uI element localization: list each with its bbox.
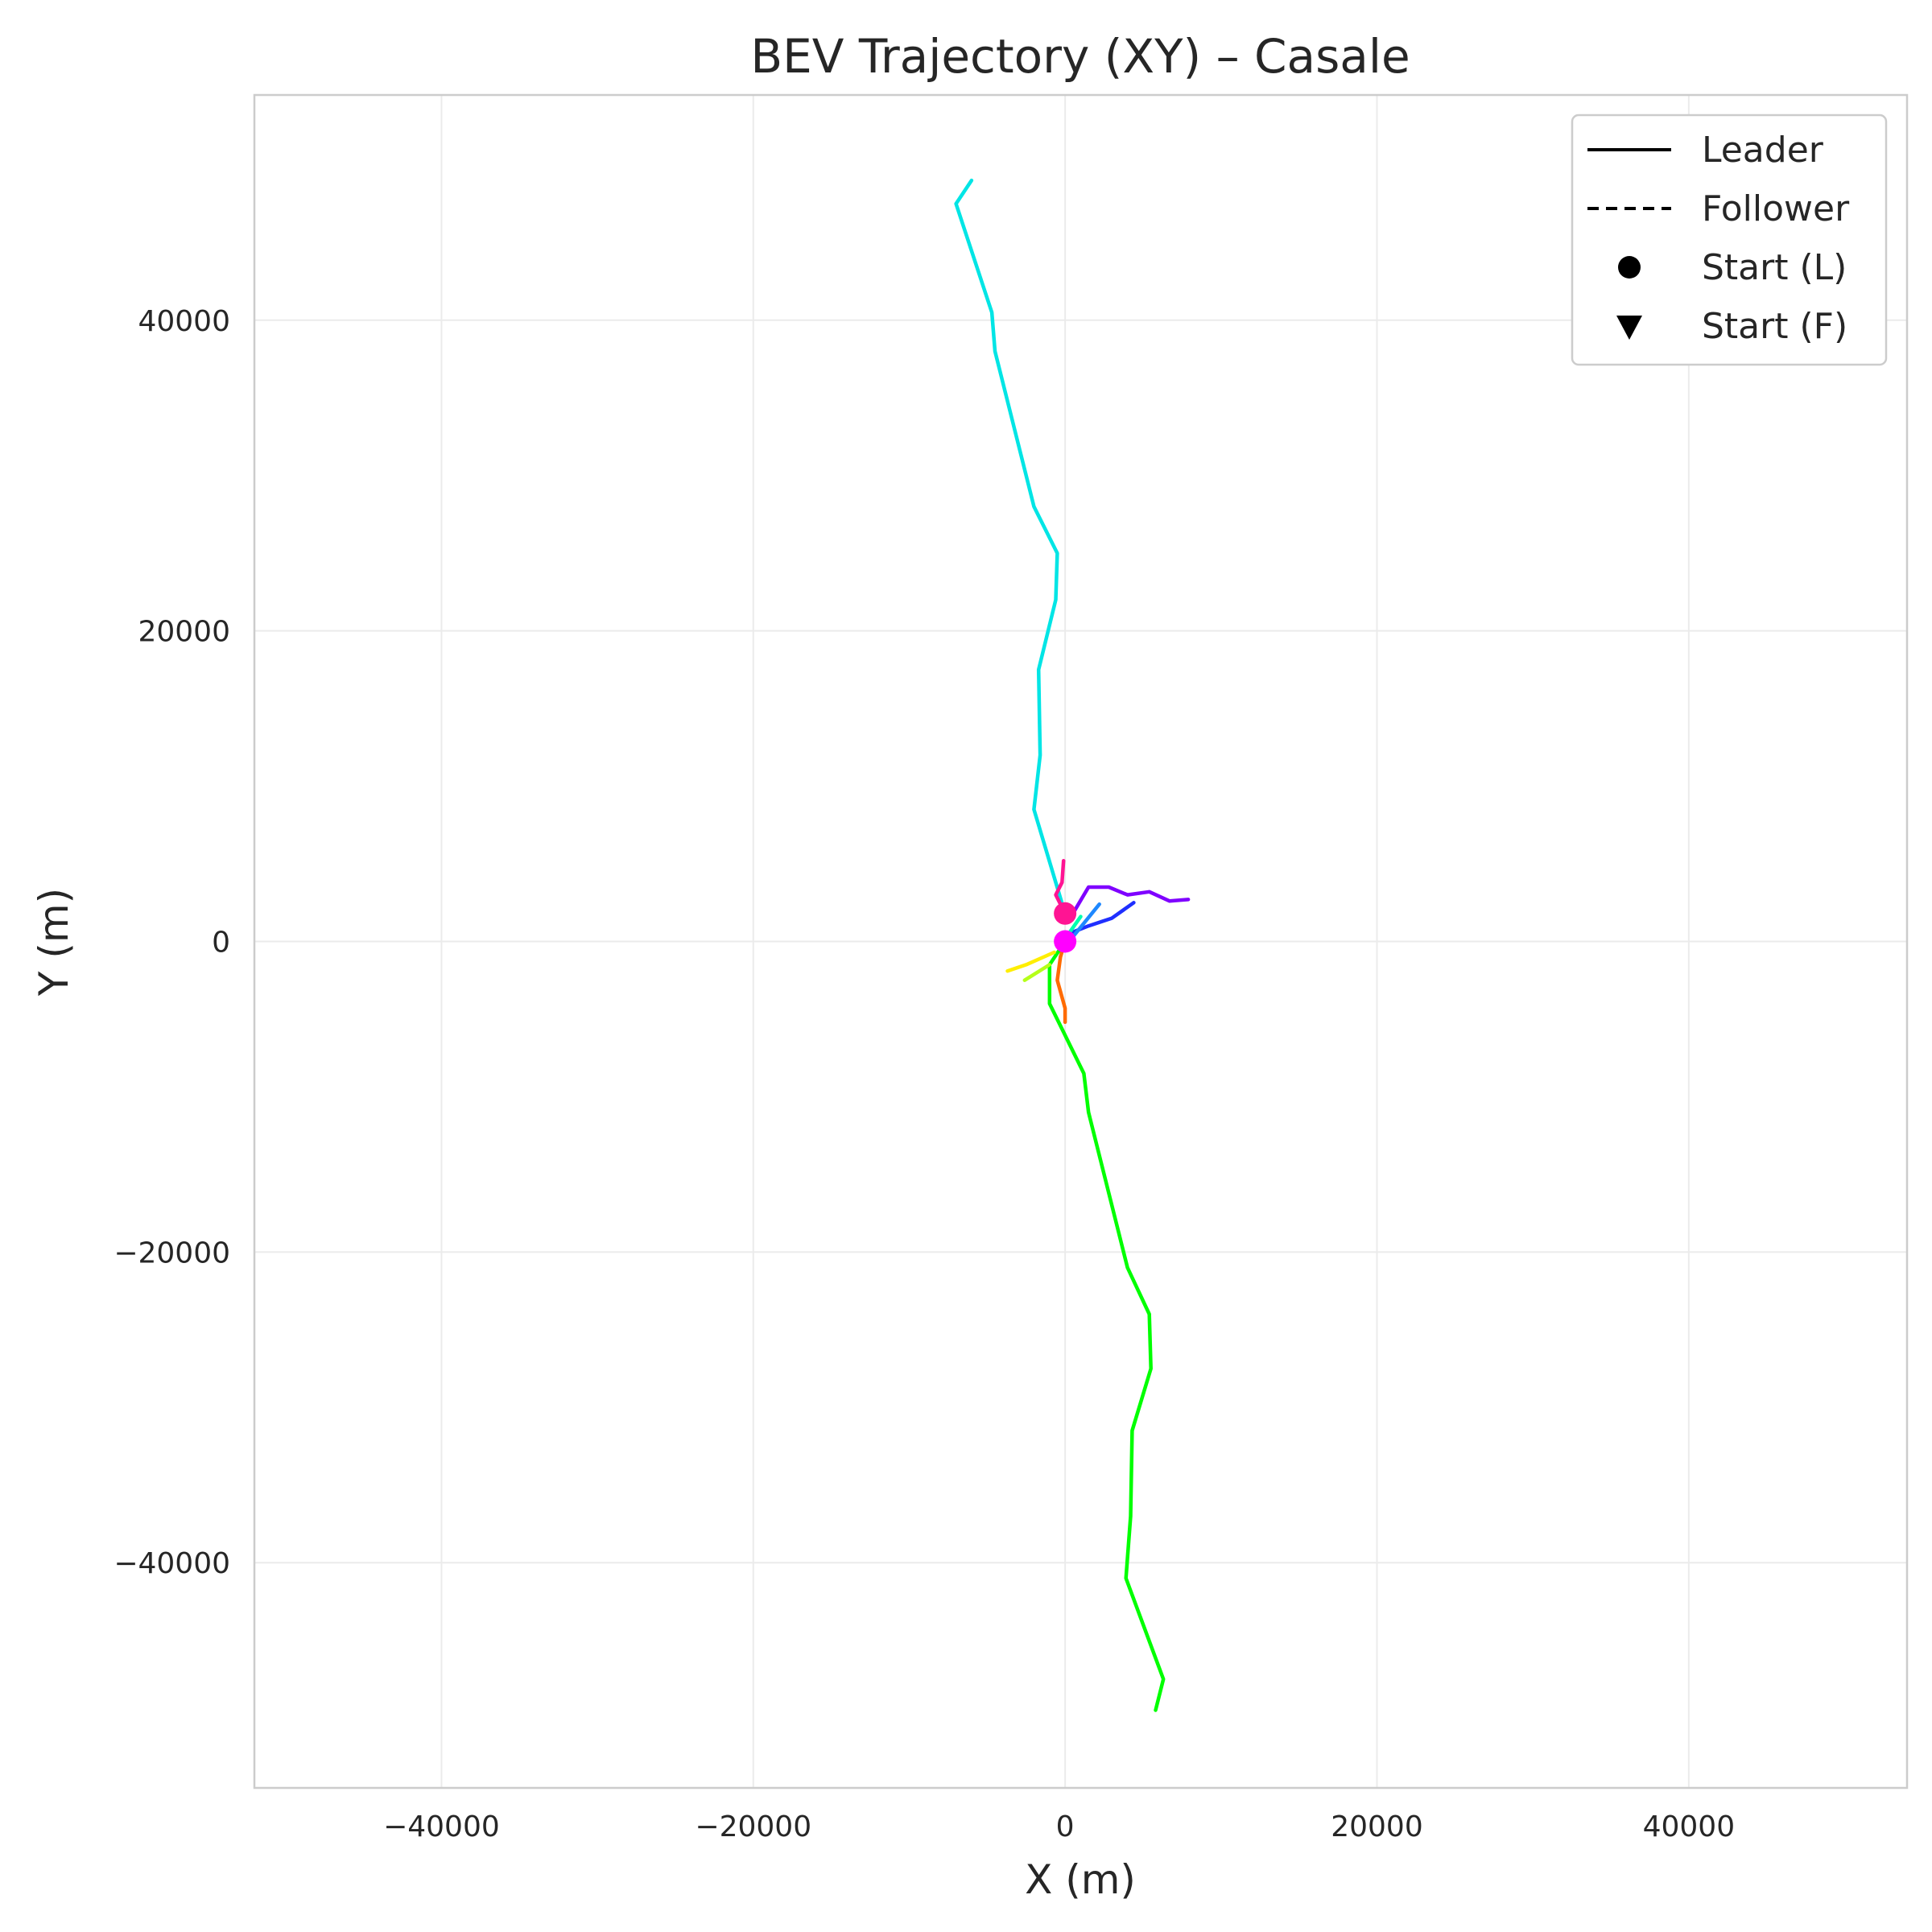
x-tick-label: 0 (1056, 1810, 1075, 1843)
y-tick-label: −20000 (114, 1236, 230, 1269)
start-marker (1054, 930, 1077, 953)
y-axis-label: Y (m) (31, 888, 77, 997)
legend-triangle-down-icon (1616, 316, 1642, 340)
legend: Leader Follower Start (L) Start (F) (1571, 114, 1888, 366)
legend-label-leader: Leader (1702, 130, 1824, 171)
x-tick-label: 40000 (1643, 1810, 1736, 1843)
x-tick-label: −40000 (383, 1810, 500, 1843)
legend-box (1571, 114, 1888, 366)
tick-layer: −40000 −20000 0 20000 40000 −40000 −20000 0 2000… (114, 305, 1735, 1843)
trajectory-line (1071, 885, 1191, 916)
y-tick-label: 0 (212, 927, 230, 960)
trajectory-line (1022, 963, 1052, 982)
trajectory-line (1005, 950, 1056, 973)
trajectory-line (1071, 902, 1101, 939)
y-tick-label: 20000 (138, 616, 230, 649)
trajectory-line (1047, 939, 1166, 1712)
y-tick-label: −40000 (114, 1547, 230, 1580)
legend-label-start-l: Start (L) (1702, 247, 1847, 288)
y-tick-label: 40000 (138, 305, 230, 338)
start-marker (1054, 902, 1077, 925)
legend-label-follower: Follower (1702, 188, 1850, 229)
x-tick-label: −20000 (695, 1810, 811, 1843)
trajectory-line (1067, 914, 1083, 935)
marker-layer (1054, 902, 1077, 953)
trajectory-line (954, 178, 1067, 916)
legend-label-start-f: Start (F) (1702, 306, 1847, 347)
legend-circle-icon (1618, 256, 1641, 279)
plot-frame (253, 93, 1909, 1790)
chart-title: BEV Trajectory (XY) – Casale (750, 29, 1410, 84)
x-tick-label: 20000 (1331, 1810, 1423, 1843)
x-axis-label: X (m) (1025, 1856, 1136, 1903)
